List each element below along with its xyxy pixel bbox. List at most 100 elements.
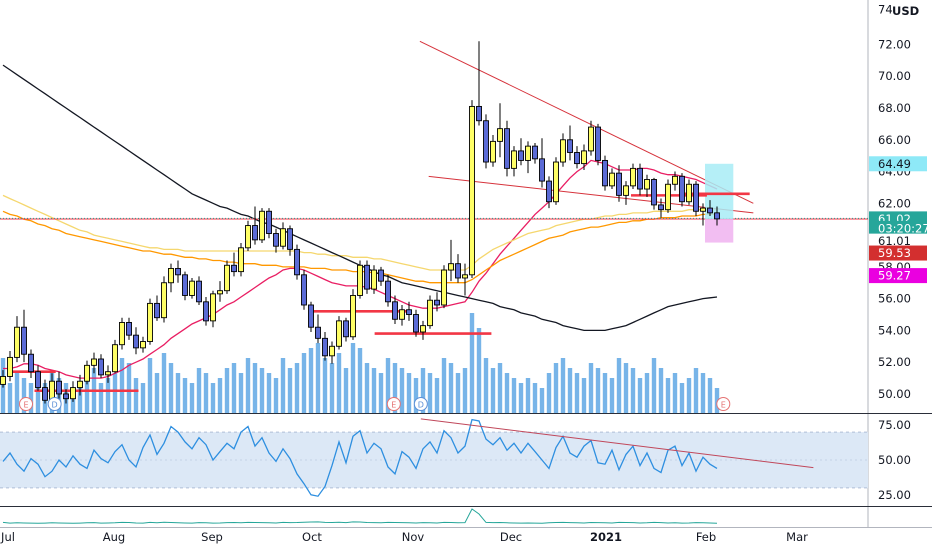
candle-body [623,185,629,196]
candle-body [707,207,713,214]
volume-bar [168,363,174,413]
candle-body [329,345,335,357]
volume-bar [532,383,538,413]
candle-body [686,183,692,203]
candle-body [581,150,587,165]
price-tag[interactable] [869,233,927,249]
candle-body [609,172,615,187]
candle-body [469,105,475,276]
volume-bar [140,383,146,413]
volume-bar [336,353,342,413]
time-axis-label: Feb [696,530,716,544]
volume-bar [210,383,216,413]
volume-bar [84,373,90,413]
candle-body [672,175,678,185]
price-tag[interactable] [869,156,927,172]
event-marker-label: D [418,401,424,410]
volume-bar [14,373,20,413]
volume-bar [175,373,181,413]
candle-body [651,179,657,206]
rsi-trendline[interactable] [420,418,814,469]
volume-bar [602,373,608,413]
volume-bar [98,383,104,413]
time-axis[interactable]: Jul Aug Sep Oct Nov Dec 2021 Feb Mar [0,530,808,544]
candle-body [308,304,314,328]
volume-bar [35,388,41,413]
candle-body [413,314,419,333]
volume-bar [217,378,223,413]
price-tag-label: 74 [878,3,893,17]
candle-body [189,280,195,296]
volume-bar [455,373,461,413]
volume-bar [616,358,622,413]
volume-bar [7,383,13,413]
candle-body [441,269,447,306]
volume-bar [462,368,468,413]
candle-body [497,128,503,142]
candle-body [574,152,580,165]
volume-bar [686,378,692,413]
volume-bar [329,363,335,413]
volume-bar [525,378,531,413]
candle-body [357,264,363,296]
sub-indicator-line [2,508,718,524]
candle-body [350,295,356,338]
time-axis-label: Mar [786,530,808,544]
price-tag-label: 59.27 [878,269,911,283]
candle-body [84,364,90,382]
candle-body [252,225,258,241]
candle-body [539,158,545,182]
candle-body [294,248,300,276]
volume-bar [497,363,503,413]
candle-body [483,120,489,163]
earnings-event-marker[interactable] [716,397,731,411]
volume-bar [644,373,650,413]
lower-indicator-pane [2,508,718,524]
candle-body [679,175,685,203]
candle-body [175,268,181,276]
wedge-lower-trendline[interactable] [428,175,754,214]
rsi-band [0,432,868,488]
price-tick-label: 70.00 [878,69,911,83]
volume-bar [434,378,440,413]
volume-bar [238,373,244,413]
volume-bar [574,373,580,413]
candle-body [56,380,62,395]
candle-body [28,353,34,373]
candle-body [196,280,202,303]
volume-bar [105,378,111,413]
candle-body [35,371,41,389]
volume-bar [21,378,27,413]
volume-bar [679,383,685,413]
dividend-event-marker[interactable] [413,397,428,411]
drawing-tools[interactable] [0,40,868,393]
earnings-event-marker[interactable] [386,397,401,411]
price-axis[interactable]: USD 50.0052.0054.0056.0058.0060.0062.006… [869,3,930,401]
time-axis-label: Sep [201,530,223,544]
dividend-event-marker[interactable] [47,397,62,411]
candle-body [595,126,601,161]
price-tag[interactable] [869,245,927,261]
volume-bar [315,343,321,413]
wedge-upper-trendline[interactable] [419,40,754,204]
earnings-event-marker[interactable] [19,397,34,411]
stop-zone[interactable] [705,219,734,243]
price-tag[interactable] [869,268,927,284]
volume-bar [119,358,125,413]
price-tag[interactable] [869,220,927,236]
volume-bar [483,358,489,413]
candle-body [525,145,531,161]
candle-body [588,126,594,152]
candle-body [714,212,720,220]
volume-bar [658,368,664,413]
candle-body [168,268,174,284]
time-axis-label: Jul [0,530,15,544]
price-tag-label: 59.53 [878,246,911,260]
price-tick-label: 50.00 [878,387,911,401]
volume-bar [161,353,167,413]
volume-bar [588,363,594,413]
candle-body [21,326,27,355]
candle-body [210,293,216,322]
